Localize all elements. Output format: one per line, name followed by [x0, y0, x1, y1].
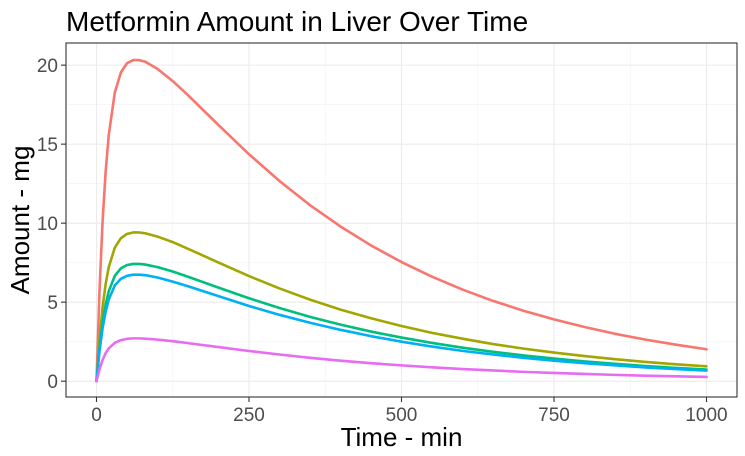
- axis-ticks: 0 250 500 750 1000 0 5 10 15 20: [37, 56, 728, 426]
- y-tick-label: 10: [37, 214, 58, 235]
- chart-title: Metformin Amount in Liver Over Time: [66, 6, 528, 37]
- y-tick-label: 5: [47, 293, 58, 314]
- grid-lines: [66, 43, 737, 397]
- x-tick-label: 750: [538, 405, 570, 426]
- x-axis-title: Time - min: [341, 422, 463, 452]
- y-tick-label: 0: [47, 372, 58, 393]
- series-line-2: [95, 231, 708, 383]
- series-lines: [95, 58, 708, 383]
- x-tick-label: 0: [91, 405, 102, 426]
- series-line-1: [95, 58, 708, 383]
- y-tick-label: 20: [37, 56, 58, 77]
- series-line-4: [95, 273, 708, 383]
- x-tick-label: 250: [233, 405, 265, 426]
- x-tick-label: 500: [386, 405, 418, 426]
- series-line-3: [95, 262, 708, 383]
- x-tick-label: 1000: [685, 405, 727, 426]
- y-tick-label: 15: [37, 135, 58, 156]
- series-line-5: [95, 337, 708, 383]
- y-axis-title: Amount - mg: [5, 146, 35, 295]
